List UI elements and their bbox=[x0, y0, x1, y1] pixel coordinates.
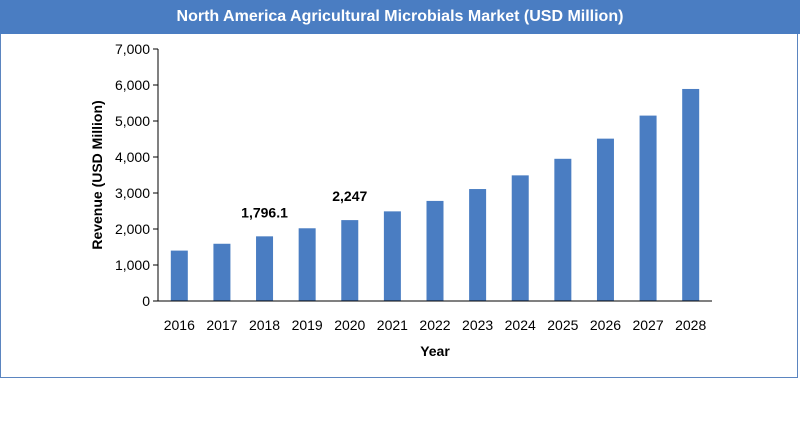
y-tick-label: 5,000 bbox=[115, 113, 150, 129]
bar-2022 bbox=[426, 200, 444, 301]
x-tick-label: 2024 bbox=[505, 317, 536, 333]
data-label-2020: 2,247 bbox=[332, 188, 367, 204]
x-tick-label: 2022 bbox=[419, 317, 450, 333]
bar-2026 bbox=[596, 138, 614, 301]
y-axis-title: Revenue (USD Million) bbox=[89, 100, 105, 249]
y-tick-label: 7,000 bbox=[115, 41, 150, 57]
bar-2024 bbox=[511, 175, 529, 301]
bar-2027 bbox=[639, 115, 657, 301]
bar-2019 bbox=[298, 228, 316, 301]
bar-2028 bbox=[682, 88, 700, 302]
x-tick-label: 2027 bbox=[632, 317, 663, 333]
x-axis-title: Year bbox=[420, 343, 450, 359]
x-tick-label: 2016 bbox=[164, 317, 195, 333]
y-tick-label: 4,000 bbox=[115, 149, 150, 165]
bar-2020 bbox=[341, 220, 359, 301]
bar-2021 bbox=[383, 211, 401, 301]
x-tick-label: 2023 bbox=[462, 317, 493, 333]
chart-title: North America Agricultural Microbials Ma… bbox=[0, 0, 800, 34]
x-tick-label: 2028 bbox=[675, 317, 706, 333]
chart-frame bbox=[0, 0, 798, 378]
bar-2023 bbox=[469, 189, 487, 301]
y-tick-label: 6,000 bbox=[115, 77, 150, 93]
y-tick-label: 1,000 bbox=[115, 257, 150, 273]
x-tick-label: 2025 bbox=[547, 317, 578, 333]
x-tick-label: 2026 bbox=[590, 317, 621, 333]
x-tick-label: 2019 bbox=[292, 317, 323, 333]
x-tick-label: 2017 bbox=[206, 317, 237, 333]
x-tick-label: 2021 bbox=[377, 317, 408, 333]
data-label-2018: 1,796.1 bbox=[241, 204, 288, 220]
x-tick-label: 2018 bbox=[249, 317, 280, 333]
y-tick-label: 2,000 bbox=[115, 221, 150, 237]
y-tick-label: 3,000 bbox=[115, 185, 150, 201]
bar-2017 bbox=[213, 243, 231, 301]
bar-2018 bbox=[256, 236, 274, 301]
x-tick-label: 2020 bbox=[334, 317, 365, 333]
bar-2016 bbox=[170, 250, 188, 301]
y-tick-label: 0 bbox=[142, 293, 150, 309]
bar-2025 bbox=[554, 158, 572, 301]
